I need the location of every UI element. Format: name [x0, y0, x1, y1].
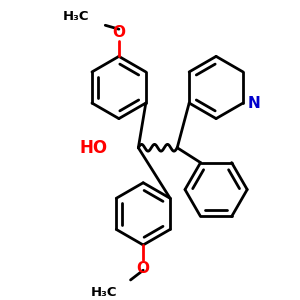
Text: N: N — [248, 95, 261, 110]
Text: O: O — [137, 260, 150, 275]
Text: H₃C: H₃C — [63, 10, 90, 23]
Text: H₃C: H₃C — [90, 286, 117, 299]
Text: O: O — [112, 25, 125, 40]
Text: HO: HO — [79, 139, 107, 157]
